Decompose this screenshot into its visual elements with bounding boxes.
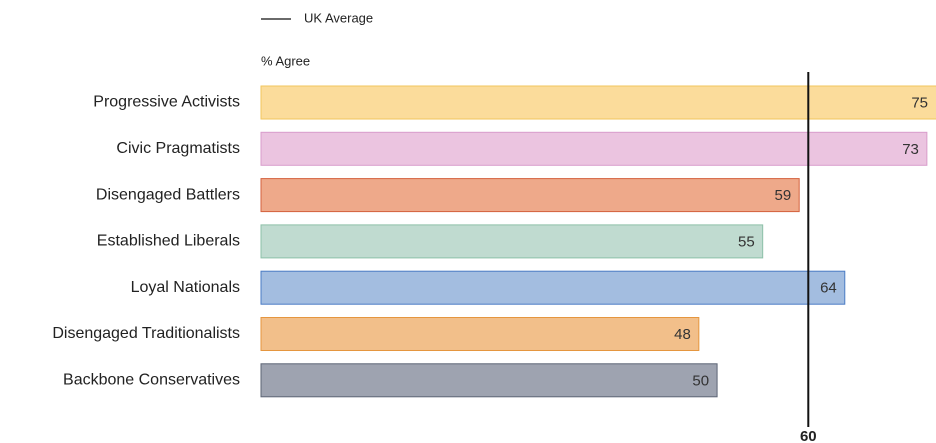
bar — [260, 131, 928, 166]
data-label: 55 — [738, 233, 755, 250]
bar — [260, 178, 800, 213]
bar — [260, 317, 700, 351]
reference-label: 60 — [800, 428, 817, 443]
bar — [260, 85, 936, 120]
data-label: 64 — [820, 280, 837, 297]
category-label: Disengaged Battlers — [96, 186, 240, 203]
data-label: 73 — [902, 141, 919, 158]
category-label: Disengaged Traditionalists — [52, 325, 240, 342]
category-label: Established Liberals — [97, 233, 240, 250]
bar — [260, 363, 718, 398]
data-label: 59 — [774, 187, 791, 204]
category-label: Backbone Conservatives — [63, 372, 240, 389]
category-label: Loyal Nationals — [131, 279, 240, 296]
bar — [260, 270, 846, 305]
data-label: 75 — [911, 94, 928, 111]
data-label: 50 — [692, 372, 709, 389]
bar — [260, 224, 764, 259]
data-label: 48 — [674, 326, 691, 343]
category-label: Progressive Activists — [93, 94, 240, 111]
category-label: Civic Pragmatists — [116, 140, 240, 157]
value-label: % Agree — [261, 53, 310, 68]
legend-label: UK Average — [304, 10, 373, 25]
